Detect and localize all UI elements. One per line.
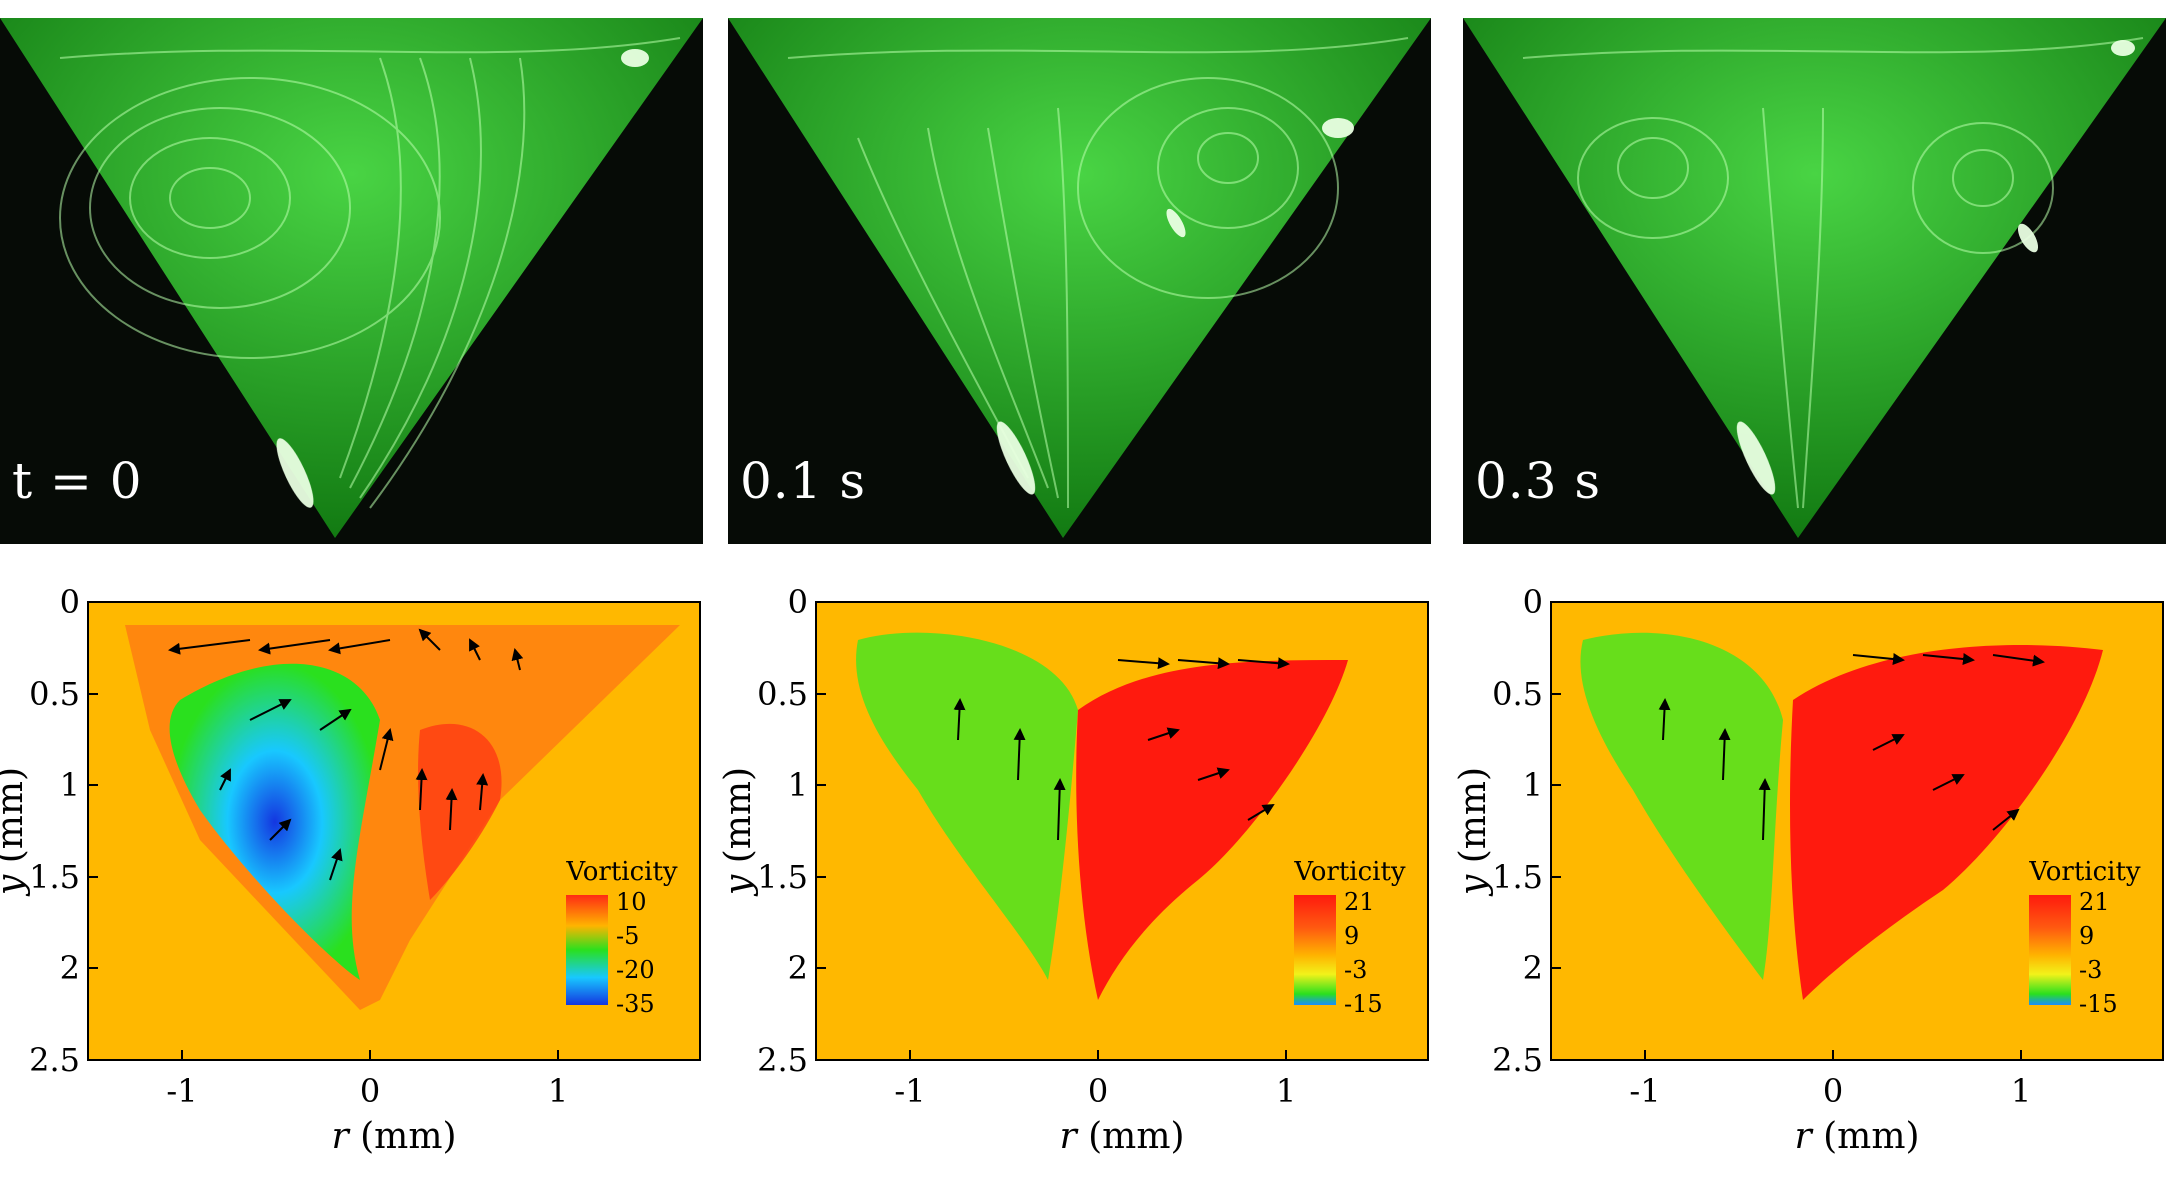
axis-ticks bbox=[1551, 601, 2022, 1060]
y-tick-label: 2 bbox=[60, 949, 80, 987]
y-axis-label: y (mm) bbox=[0, 767, 31, 897]
colorbar bbox=[1294, 895, 1336, 1005]
legend-tick: 9 bbox=[2079, 922, 2094, 950]
legend-title: Vorticity bbox=[1293, 857, 1406, 887]
y-tick-label: 0.5 bbox=[757, 675, 808, 713]
x-axis-var: r bbox=[331, 1116, 350, 1157]
y-tick-label: 1.5 bbox=[29, 858, 80, 896]
x-axis-label: r (mm) bbox=[1059, 1116, 1184, 1157]
x-tick-label: 0 bbox=[360, 1072, 380, 1110]
y-axis-var: y bbox=[1453, 874, 1494, 897]
y-tick-label: 0 bbox=[788, 583, 808, 621]
y-axis-var: y bbox=[718, 874, 759, 897]
plot-svg: -1 0 1 0 0.5 1 1.5 2 2.5 r (mm) y (mm) V… bbox=[1453, 583, 2164, 1157]
contour-field bbox=[1551, 602, 2163, 1060]
streak-image bbox=[0, 18, 703, 538]
y-tick-label: 1.5 bbox=[757, 858, 808, 896]
y-axis-unit: (mm) bbox=[718, 767, 759, 863]
y-tick-label: 0.5 bbox=[1492, 675, 1543, 713]
y-axis-label: y (mm) bbox=[718, 767, 759, 897]
legend-tick: 9 bbox=[1344, 922, 1359, 950]
vorticity-plot-t0: -1 0 1 0 0.5 1 1.5 2 2.5 r (mm) y (mm) V… bbox=[0, 580, 760, 1180]
contour-field bbox=[816, 602, 1428, 1060]
x-tick-label: -1 bbox=[166, 1072, 197, 1110]
x-tick-label: 1 bbox=[548, 1072, 568, 1110]
x-axis-var: r bbox=[1794, 1116, 1813, 1157]
legend-tick: -3 bbox=[1344, 956, 1367, 984]
streak-image bbox=[728, 18, 1431, 538]
colorbar-legend: Vorticity 21 9 -3 -15 bbox=[2028, 857, 2141, 1018]
y-tick-label: 1 bbox=[788, 766, 808, 804]
y-tick-label: 1 bbox=[1523, 766, 1543, 804]
streak-image bbox=[1463, 18, 2166, 538]
time-label: t = 0 bbox=[12, 452, 143, 510]
legend-title: Vorticity bbox=[2028, 857, 2141, 887]
x-axis-unit: (mm) bbox=[1088, 1116, 1184, 1157]
y-tick-label: 2.5 bbox=[29, 1041, 80, 1079]
colorbar bbox=[2029, 895, 2071, 1005]
axis-ticks bbox=[816, 601, 1287, 1060]
axis-ticks bbox=[88, 601, 559, 1060]
x-tick-label: 1 bbox=[1276, 1072, 1296, 1110]
x-axis-var: r bbox=[1059, 1116, 1078, 1157]
x-tick-label: 0 bbox=[1088, 1072, 1108, 1110]
legend-tick: -20 bbox=[616, 956, 655, 984]
legend-tick: -15 bbox=[2079, 990, 2118, 1018]
x-axis-unit: (mm) bbox=[360, 1116, 456, 1157]
flow-photo-t03: 0.3 s bbox=[1463, 18, 2166, 544]
plot-svg: -1 0 1 0 0.5 1 1.5 2 2.5 r (mm) y (mm) V… bbox=[718, 583, 1429, 1157]
plot-frame bbox=[1550, 601, 2164, 1061]
x-tick-label: 1 bbox=[2011, 1072, 2031, 1110]
x-axis-label: r (mm) bbox=[1794, 1116, 1919, 1157]
vorticity-plot-t01: -1 0 1 0 0.5 1 1.5 2 2.5 r (mm) y (mm) V… bbox=[718, 580, 1488, 1180]
legend-tick: 10 bbox=[616, 888, 647, 916]
flow-photo-t0: t = 0 bbox=[0, 18, 703, 544]
y-axis-unit: (mm) bbox=[0, 767, 31, 863]
y-tick-label: 0 bbox=[60, 583, 80, 621]
contour-field bbox=[88, 602, 700, 1060]
colorbar-legend: Vorticity 10 -5 -20 -35 bbox=[565, 857, 678, 1018]
legend-tick: 21 bbox=[2079, 888, 2110, 916]
colorbar-legend: Vorticity 21 9 -3 -15 bbox=[1293, 857, 1406, 1018]
y-axis-label: y (mm) bbox=[1453, 767, 1494, 897]
legend-tick: -3 bbox=[2079, 956, 2102, 984]
x-tick-label: 0 bbox=[1823, 1072, 1843, 1110]
y-axis-unit: (mm) bbox=[1453, 767, 1494, 863]
legend-tick: -15 bbox=[1344, 990, 1383, 1018]
y-tick-label: 0.5 bbox=[29, 675, 80, 713]
y-tick-label: 1.5 bbox=[1492, 858, 1543, 896]
x-axis-label: r (mm) bbox=[331, 1116, 456, 1157]
velocity-vectors bbox=[168, 628, 524, 881]
y-tick-label: 1 bbox=[60, 766, 80, 804]
velocity-vectors bbox=[1658, 653, 2045, 841]
y-axis-var: y bbox=[0, 874, 31, 897]
time-label: 0.3 s bbox=[1475, 452, 1602, 510]
colorbar bbox=[566, 895, 608, 1005]
y-tick-label: 0 bbox=[1523, 583, 1543, 621]
time-label: 0.1 s bbox=[740, 452, 867, 510]
y-tick-label: 2 bbox=[788, 949, 808, 987]
x-tick-label: -1 bbox=[1629, 1072, 1660, 1110]
y-tick-label: 2.5 bbox=[757, 1041, 808, 1079]
legend-tick: -5 bbox=[616, 922, 639, 950]
velocity-vectors bbox=[953, 657, 1290, 841]
vorticity-plot-t03: -1 0 1 0 0.5 1 1.5 2 2.5 r (mm) y (mm) V… bbox=[1453, 580, 2178, 1180]
plot-frame bbox=[815, 601, 1429, 1061]
plot-frame bbox=[87, 601, 701, 1061]
legend-tick: -35 bbox=[616, 990, 655, 1018]
plot-svg: -1 0 1 0 0.5 1 1.5 2 2.5 r (mm) y (mm) V… bbox=[0, 583, 701, 1157]
x-axis-unit: (mm) bbox=[1823, 1116, 1919, 1157]
legend-title: Vorticity bbox=[565, 857, 678, 887]
x-tick-label: -1 bbox=[894, 1072, 925, 1110]
legend-tick: 21 bbox=[1344, 888, 1375, 916]
y-tick-label: 2.5 bbox=[1492, 1041, 1543, 1079]
flow-photo-t01: 0.1 s bbox=[728, 18, 1431, 544]
y-tick-label: 2 bbox=[1523, 949, 1543, 987]
